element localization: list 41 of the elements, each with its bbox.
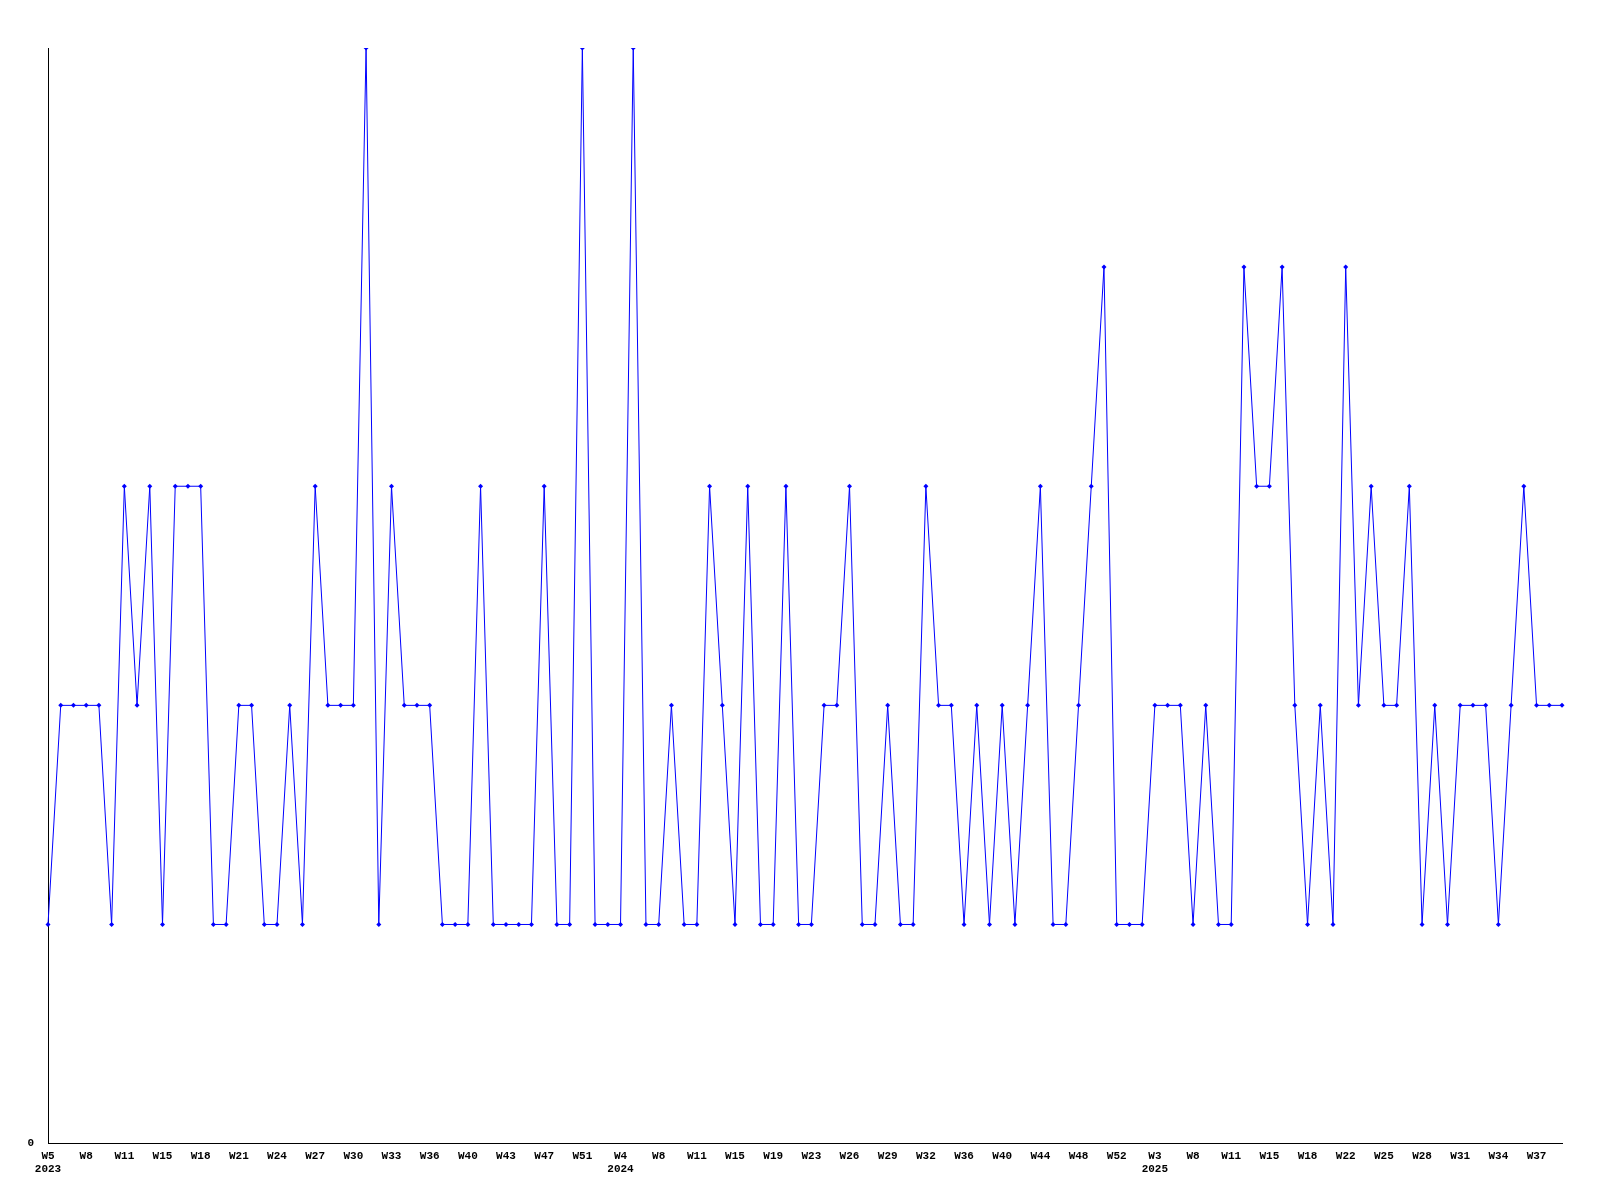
x-tick-label: W19	[763, 1149, 784, 1162]
x-tick-label: W8	[652, 1149, 666, 1162]
x-tick-label: W15	[725, 1149, 746, 1162]
x-tick-label: W31	[1450, 1149, 1471, 1162]
x-tick-label: W4 2024	[607, 1149, 635, 1176]
x-tick-label: W5 2023	[34, 1149, 62, 1176]
x-tick-label: W11	[114, 1149, 135, 1162]
x-tick-label: W3 2025	[1141, 1149, 1169, 1176]
x-tick-label: W43	[496, 1149, 517, 1162]
x-tick-label: W26	[839, 1149, 860, 1162]
text: 0	[27, 1137, 34, 1150]
x-tick-label: W32	[915, 1149, 936, 1162]
x-tick-label: W11	[686, 1149, 708, 1162]
x-tick-label: W44	[1030, 1149, 1051, 1162]
x-tick-label: W36	[419, 1149, 440, 1162]
x-tick-label: W24	[267, 1149, 288, 1162]
x-tick-label: W8	[1186, 1149, 1201, 1162]
x-tick-label: W51	[572, 1149, 593, 1162]
x-tick-label: W27	[305, 1149, 326, 1162]
x-tick-label: W40	[992, 1149, 1013, 1162]
x-tick-label: W15	[1259, 1149, 1280, 1162]
x-tick-label: W30	[343, 1149, 364, 1162]
x-tick-label: W48	[1068, 1149, 1089, 1162]
x-tick-label: W22	[1335, 1149, 1356, 1162]
x-tick-label: W18	[190, 1149, 211, 1162]
x-tick-label: W34	[1488, 1149, 1509, 1162]
x-tick-label: W25	[1373, 1149, 1395, 1162]
x-tick-label: W47	[534, 1149, 555, 1162]
x-tick-label: W37	[1526, 1149, 1547, 1162]
x-tick-label: W18	[1297, 1149, 1318, 1162]
x-tick-label: W21	[228, 1149, 250, 1162]
x-tick-label: W23	[801, 1149, 822, 1162]
x-tick-label: W11	[1221, 1149, 1242, 1162]
x-tick-label: W8	[79, 1149, 94, 1162]
x-tick-label: W28	[1412, 1149, 1433, 1162]
x-tick-label: W29	[877, 1149, 898, 1162]
x-tick-label: W15	[152, 1149, 173, 1162]
x-tick-label: W33	[381, 1149, 402, 1162]
x-tick-label: W36	[954, 1149, 974, 1162]
x-tick-label: W52	[1106, 1149, 1127, 1162]
x-tick-label: W40	[457, 1149, 478, 1162]
